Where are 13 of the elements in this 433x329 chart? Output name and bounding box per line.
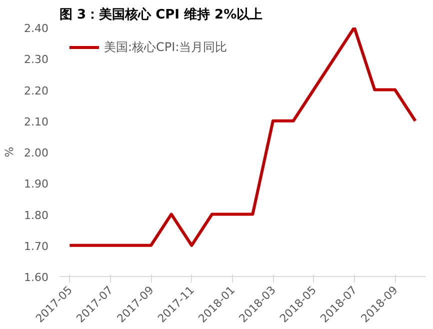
y-tick-label: 2.10 xyxy=(24,115,49,128)
y-tick-label: 2.40 xyxy=(24,22,49,35)
y-tick-label: 2.00 xyxy=(24,146,49,160)
y-tick-label: 2.20 xyxy=(24,84,49,98)
y-tick-label: 1.60 xyxy=(24,271,49,284)
y-axis-title: % xyxy=(3,146,16,158)
legend-label: 美国:核心CPI:当月同比 xyxy=(104,38,228,56)
y-tick-label: 1.80 xyxy=(24,208,49,222)
y-tick-label: 2.30 xyxy=(24,53,49,66)
y-tick-label: 1.90 xyxy=(24,178,49,191)
line-series xyxy=(68,28,417,247)
chart-title: 图 3：美国核心 CPI 维持 2%以上 xyxy=(60,6,263,22)
y-tick-label: 1.70 xyxy=(24,240,49,253)
